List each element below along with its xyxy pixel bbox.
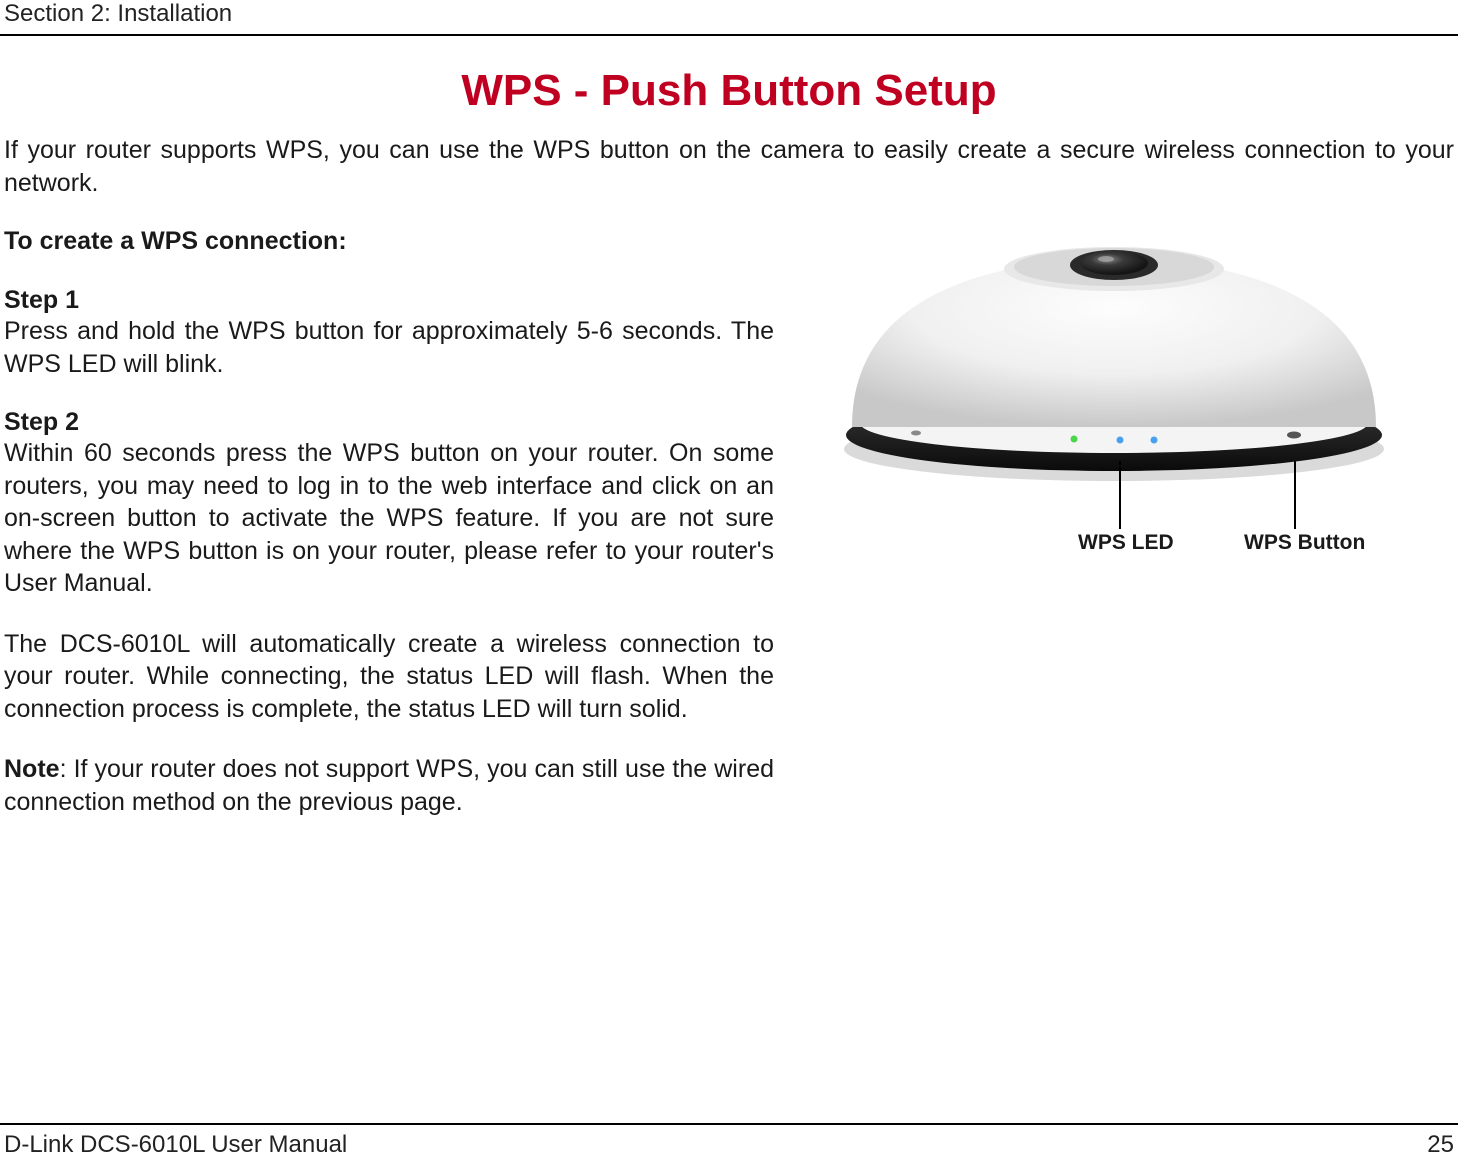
callout-line-wps-led xyxy=(1119,461,1121,529)
connection-subtitle: To create a WPS connection: xyxy=(4,227,774,256)
page-title: WPS - Push Button Setup xyxy=(0,66,1458,116)
page-footer: D-Link DCS-6010L User Manual 25 xyxy=(0,1123,1458,1159)
step2-text: Within 60 seconds press the WPS button o… xyxy=(4,437,774,600)
note-label: Note xyxy=(4,755,60,783)
intro-paragraph: If your router supports WPS, you can use… xyxy=(0,134,1458,199)
step1-text: Press and hold the WPS button for approx… xyxy=(4,315,774,380)
content-row: To create a WPS connection: Step 1 Press… xyxy=(0,227,1458,846)
callout-wps-button: WPS Button xyxy=(1244,531,1365,555)
note-text: : If your router does not support WPS, y… xyxy=(4,755,774,816)
auto-connect-paragraph: The DCS-6010L will automatically create … xyxy=(4,628,774,726)
camera-illustration: WPS LED WPS Button xyxy=(794,227,1434,577)
page-number: 25 xyxy=(1427,1131,1454,1159)
manual-name: D-Link DCS-6010L User Manual xyxy=(4,1131,347,1159)
callout-wps-led: WPS LED xyxy=(1078,531,1174,555)
page-header: Section 2: Installation xyxy=(0,0,1458,36)
text-column: To create a WPS connection: Step 1 Press… xyxy=(4,227,794,846)
step2-label: Step 2 xyxy=(4,408,774,437)
note-paragraph: Note: If your router does not support WP… xyxy=(4,753,774,818)
camera-svg xyxy=(824,227,1404,487)
callout-line-wps-button xyxy=(1294,461,1296,529)
image-column: WPS LED WPS Button xyxy=(794,227,1454,846)
section-label: Section 2: Installation xyxy=(4,0,232,28)
step1-label: Step 1 xyxy=(4,286,774,315)
